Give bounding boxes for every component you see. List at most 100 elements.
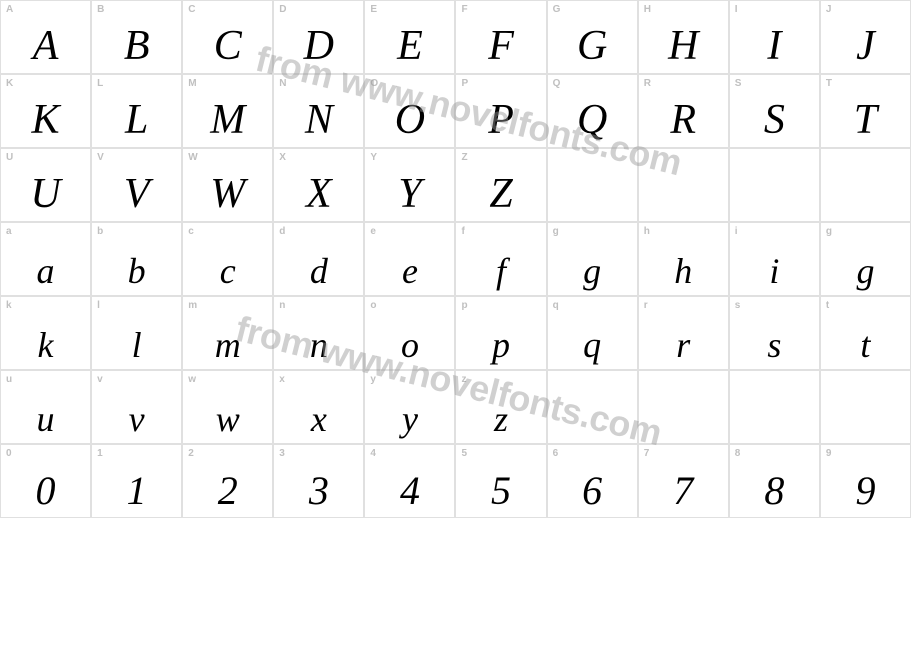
glyph-cell: VV bbox=[91, 148, 182, 222]
cell-label: 2 bbox=[188, 448, 194, 459]
glyph-cell: QQ bbox=[547, 74, 638, 148]
cell-label: A bbox=[6, 4, 14, 15]
cell-label: o bbox=[370, 300, 377, 311]
glyph-cell bbox=[729, 148, 820, 222]
cell-label: P bbox=[461, 78, 468, 89]
glyph-cell: HH bbox=[638, 0, 729, 74]
glyph-cell: KK bbox=[0, 74, 91, 148]
glyph-cell: UU bbox=[0, 148, 91, 222]
glyph-cell bbox=[820, 370, 911, 444]
glyph-cell: gg bbox=[547, 222, 638, 296]
cell-glyph: C bbox=[183, 25, 272, 67]
glyph-cell bbox=[638, 148, 729, 222]
cell-glyph: Z bbox=[456, 173, 545, 215]
cell-glyph: q bbox=[548, 327, 637, 363]
glyph-cell: nn bbox=[273, 296, 364, 370]
cell-glyph: k bbox=[1, 327, 90, 363]
cell-label: u bbox=[6, 374, 13, 385]
cell-glyph: r bbox=[639, 327, 728, 363]
glyph-cell: MM bbox=[182, 74, 273, 148]
cell-label: Z bbox=[461, 152, 468, 163]
glyph-cell: PP bbox=[455, 74, 546, 148]
cell-label: G bbox=[553, 4, 561, 15]
glyph-cell: oo bbox=[364, 296, 455, 370]
cell-label: f bbox=[461, 226, 465, 237]
cell-glyph: v bbox=[92, 401, 181, 437]
cell-label: g bbox=[553, 226, 560, 237]
glyph-cell: uu bbox=[0, 370, 91, 444]
cell-glyph: b bbox=[92, 253, 181, 289]
cell-label: T bbox=[826, 78, 833, 89]
glyph-cell: rr bbox=[638, 296, 729, 370]
cell-label: M bbox=[188, 78, 197, 89]
cell-label: J bbox=[826, 4, 832, 15]
cell-glyph: 9 bbox=[821, 471, 910, 511]
cell-glyph: 0 bbox=[1, 471, 90, 511]
glyph-cell bbox=[547, 148, 638, 222]
cell-label: Q bbox=[553, 78, 561, 89]
glyph-cell: aa bbox=[0, 222, 91, 296]
cell-glyph: 5 bbox=[456, 471, 545, 511]
cell-label: b bbox=[97, 226, 104, 237]
glyph-cell: XX bbox=[273, 148, 364, 222]
cell-glyph: F bbox=[456, 25, 545, 67]
glyph-cell: TT bbox=[820, 74, 911, 148]
cell-label: 7 bbox=[644, 448, 650, 459]
cell-label: C bbox=[188, 4, 196, 15]
cell-label: i bbox=[735, 226, 738, 237]
glyph-cell: hh bbox=[638, 222, 729, 296]
glyph-cell: ii bbox=[729, 222, 820, 296]
cell-glyph: R bbox=[639, 99, 728, 141]
cell-label: D bbox=[279, 4, 287, 15]
glyph-cell: ww bbox=[182, 370, 273, 444]
cell-label: I bbox=[735, 4, 738, 15]
glyph-cell: 33 bbox=[273, 444, 364, 518]
glyph-cell: WW bbox=[182, 148, 273, 222]
cell-label: l bbox=[97, 300, 100, 311]
glyph-cell: AA bbox=[0, 0, 91, 74]
glyph-cell: gg bbox=[820, 222, 911, 296]
cell-glyph: p bbox=[456, 327, 545, 363]
cell-glyph: D bbox=[274, 25, 363, 67]
cell-label: 4 bbox=[370, 448, 376, 459]
glyph-cell bbox=[820, 148, 911, 222]
cell-glyph: G bbox=[548, 25, 637, 67]
cell-label: 6 bbox=[553, 448, 559, 459]
glyph-cell: qq bbox=[547, 296, 638, 370]
cell-glyph: 7 bbox=[639, 471, 728, 511]
glyph-cell: tt bbox=[820, 296, 911, 370]
cell-glyph: u bbox=[1, 401, 90, 437]
cell-label: 0 bbox=[6, 448, 12, 459]
cell-glyph: y bbox=[365, 401, 454, 437]
cell-label: d bbox=[279, 226, 286, 237]
cell-label: p bbox=[461, 300, 468, 311]
glyph-cell: RR bbox=[638, 74, 729, 148]
cell-label: 3 bbox=[279, 448, 285, 459]
glyph-cell: yy bbox=[364, 370, 455, 444]
cell-glyph: n bbox=[274, 327, 363, 363]
glyph-cell: 88 bbox=[729, 444, 820, 518]
cell-label: S bbox=[735, 78, 742, 89]
cell-glyph: K bbox=[1, 99, 90, 141]
cell-glyph: U bbox=[1, 173, 90, 215]
glyph-cell bbox=[638, 370, 729, 444]
glyph-cell: zz bbox=[455, 370, 546, 444]
cell-glyph: 2 bbox=[183, 471, 272, 511]
cell-glyph: 8 bbox=[730, 471, 819, 511]
cell-label: E bbox=[370, 4, 377, 15]
cell-glyph: X bbox=[274, 173, 363, 215]
cell-label: n bbox=[279, 300, 286, 311]
digit-grid: 00 11 22 33 44 55 66 77 88 99 bbox=[0, 444, 911, 518]
cell-glyph: o bbox=[365, 327, 454, 363]
cell-glyph: J bbox=[821, 25, 910, 67]
cell-glyph: c bbox=[183, 253, 272, 289]
cell-glyph: O bbox=[365, 99, 454, 141]
cell-glyph: M bbox=[183, 99, 272, 141]
glyph-cell bbox=[547, 370, 638, 444]
cell-glyph: N bbox=[274, 99, 363, 141]
cell-label: V bbox=[97, 152, 104, 163]
cell-glyph: h bbox=[639, 253, 728, 289]
cell-label: B bbox=[97, 4, 105, 15]
cell-label: q bbox=[553, 300, 560, 311]
cell-label: U bbox=[6, 152, 14, 163]
